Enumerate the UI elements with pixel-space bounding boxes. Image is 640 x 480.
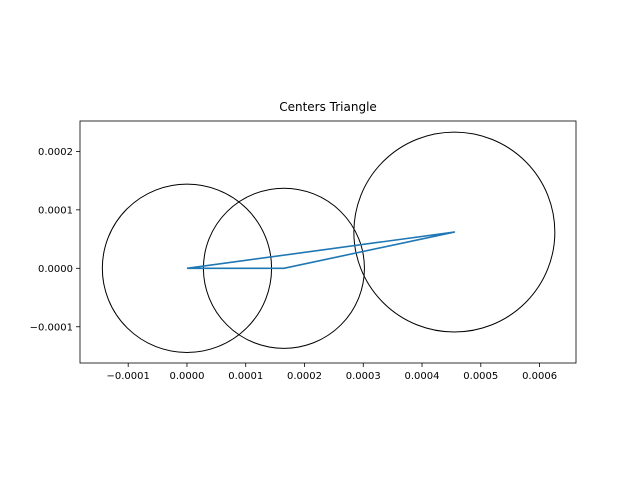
y-tick-label: 0.0001 <box>38 205 73 216</box>
series-line-1 <box>186 231 456 270</box>
x-tick-label: 0.0004 <box>405 371 440 382</box>
x-tick-label: 0.0005 <box>463 371 498 382</box>
y-tick-label: −0.0001 <box>30 322 73 333</box>
x-tick-label: 0.0001 <box>228 371 263 382</box>
x-tick-label: 0.0000 <box>169 371 204 382</box>
y-tick-label: 0.0000 <box>38 264 73 275</box>
x-tick-label: −0.0001 <box>107 371 150 382</box>
circle-3 <box>353 131 556 333</box>
y-axis: −0.0001 0.0000 0.0001 0.0002 <box>30 147 80 333</box>
x-tick-label: 0.0006 <box>522 371 557 382</box>
x-tick-label: 0.0003 <box>346 371 381 382</box>
x-tick-label: 0.0002 <box>287 371 322 382</box>
y-tick-label: 0.0002 <box>38 147 73 158</box>
x-axis: −0.0001 0.0000 0.0001 0.0002 0.0003 0.0004 0.0… <box>107 363 557 382</box>
chart-title: Centers Triangle <box>279 100 377 114</box>
plot-frame <box>79 120 577 364</box>
series-layer <box>186 231 456 270</box>
